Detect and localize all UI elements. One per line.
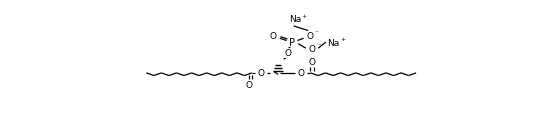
Text: Na: Na (327, 38, 340, 47)
Text: P: P (289, 38, 295, 48)
Text: +: + (302, 14, 307, 19)
Text: O: O (306, 32, 313, 41)
Text: O: O (269, 32, 276, 41)
Text: O: O (309, 57, 316, 66)
Text: O: O (245, 80, 252, 89)
Text: O: O (285, 49, 291, 58)
Text: O: O (309, 44, 316, 53)
Text: O: O (258, 69, 264, 78)
Text: Na: Na (289, 15, 301, 24)
Text: ⁻: ⁻ (315, 31, 318, 36)
Text: ⁻: ⁻ (317, 43, 321, 49)
Text: O: O (298, 69, 305, 78)
Text: +: + (340, 37, 345, 42)
